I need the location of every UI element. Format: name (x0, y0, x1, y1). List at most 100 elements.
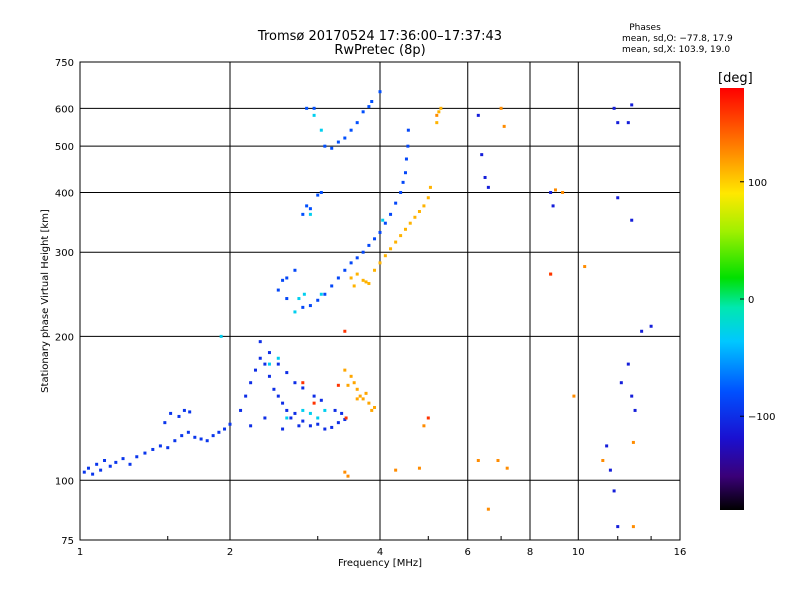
data-point (305, 204, 309, 208)
data-point (378, 261, 382, 265)
data-point (177, 414, 181, 418)
y-tick-labels: 75 100 200 300 400 500 600 750 (55, 58, 74, 547)
data-point (267, 362, 271, 366)
data-point (330, 425, 334, 429)
x-tick-label: 6 (465, 547, 471, 558)
data-point (297, 424, 301, 428)
data-point (95, 462, 99, 466)
data-point (505, 466, 509, 470)
data-point (361, 110, 365, 114)
data-point (336, 421, 340, 425)
data-point (263, 362, 267, 366)
data-point (319, 128, 323, 132)
data-point (249, 424, 253, 428)
data-point (561, 190, 565, 194)
data-point (583, 265, 587, 269)
data-point (281, 278, 285, 282)
data-point (301, 408, 305, 412)
data-point (367, 105, 371, 109)
y-tick-label: 75 (61, 536, 74, 547)
data-point (406, 144, 410, 148)
data-point (476, 113, 480, 117)
data-point (361, 250, 365, 254)
data-point (319, 190, 323, 194)
data-point (608, 468, 612, 472)
data-point (349, 276, 353, 280)
data-point (549, 272, 553, 276)
data-point (217, 430, 221, 434)
chart-title: Tromsø 20170524 17:36:00–17:37:43 (257, 29, 502, 44)
data-point (333, 408, 337, 412)
data-point (633, 408, 637, 412)
data-point (649, 324, 653, 328)
chart-subtitle: RwPretec (8p) (334, 43, 425, 58)
data-point (616, 196, 620, 200)
data-point (435, 121, 439, 125)
data-point (383, 254, 387, 258)
data-point (378, 90, 382, 94)
data-point (358, 394, 362, 398)
data-point (267, 374, 271, 378)
data-point (486, 185, 490, 189)
data-points (82, 90, 653, 529)
x-tick-label: 2 (227, 547, 233, 558)
data-point (403, 227, 407, 231)
data-point (163, 421, 167, 425)
data-point (312, 106, 316, 110)
y-tick-label: 300 (55, 248, 74, 259)
data-point (502, 124, 506, 128)
data-point (340, 411, 344, 415)
data-point (301, 381, 305, 385)
data-point (135, 455, 139, 459)
data-point (285, 408, 289, 412)
data-point (378, 230, 382, 234)
data-point (289, 416, 293, 420)
data-point (413, 215, 417, 219)
y-tick-label: 400 (55, 188, 74, 199)
data-point (346, 383, 350, 387)
x-tick-label: 10 (572, 547, 585, 558)
data-point (476, 458, 480, 462)
y-tick-label: 600 (55, 104, 74, 115)
data-point (612, 489, 616, 493)
colorbar-tick-label: 100 (748, 178, 767, 189)
data-point (343, 329, 347, 333)
data-point (151, 447, 155, 451)
data-point (108, 464, 112, 468)
data-point (496, 458, 500, 462)
data-point (399, 234, 403, 238)
data-point (373, 405, 377, 409)
data-point (355, 387, 359, 391)
data-point (549, 190, 553, 194)
data-point (308, 304, 312, 308)
data-point (343, 268, 347, 272)
x-tick-label: 16 (674, 547, 687, 558)
data-point (399, 190, 403, 194)
data-point (308, 207, 312, 211)
data-point (285, 297, 289, 301)
data-point (293, 411, 297, 415)
data-point (308, 212, 312, 216)
data-point (276, 356, 280, 360)
data-point (316, 416, 320, 420)
data-point (219, 334, 223, 338)
data-point (406, 128, 410, 132)
data-point (349, 261, 353, 265)
phase-stats-title: Phases (629, 23, 661, 33)
data-point (281, 401, 285, 405)
y-tick-label: 750 (55, 58, 74, 69)
data-point (572, 394, 576, 398)
data-point (253, 368, 257, 372)
data-point (401, 180, 405, 184)
data-point (343, 368, 347, 372)
data-point (352, 381, 356, 385)
data-point (258, 356, 262, 360)
data-point (408, 221, 412, 225)
data-point (323, 408, 327, 412)
data-point (343, 470, 347, 474)
data-point (249, 381, 253, 385)
data-point (355, 121, 359, 125)
data-point (355, 397, 359, 401)
data-point (630, 218, 634, 222)
